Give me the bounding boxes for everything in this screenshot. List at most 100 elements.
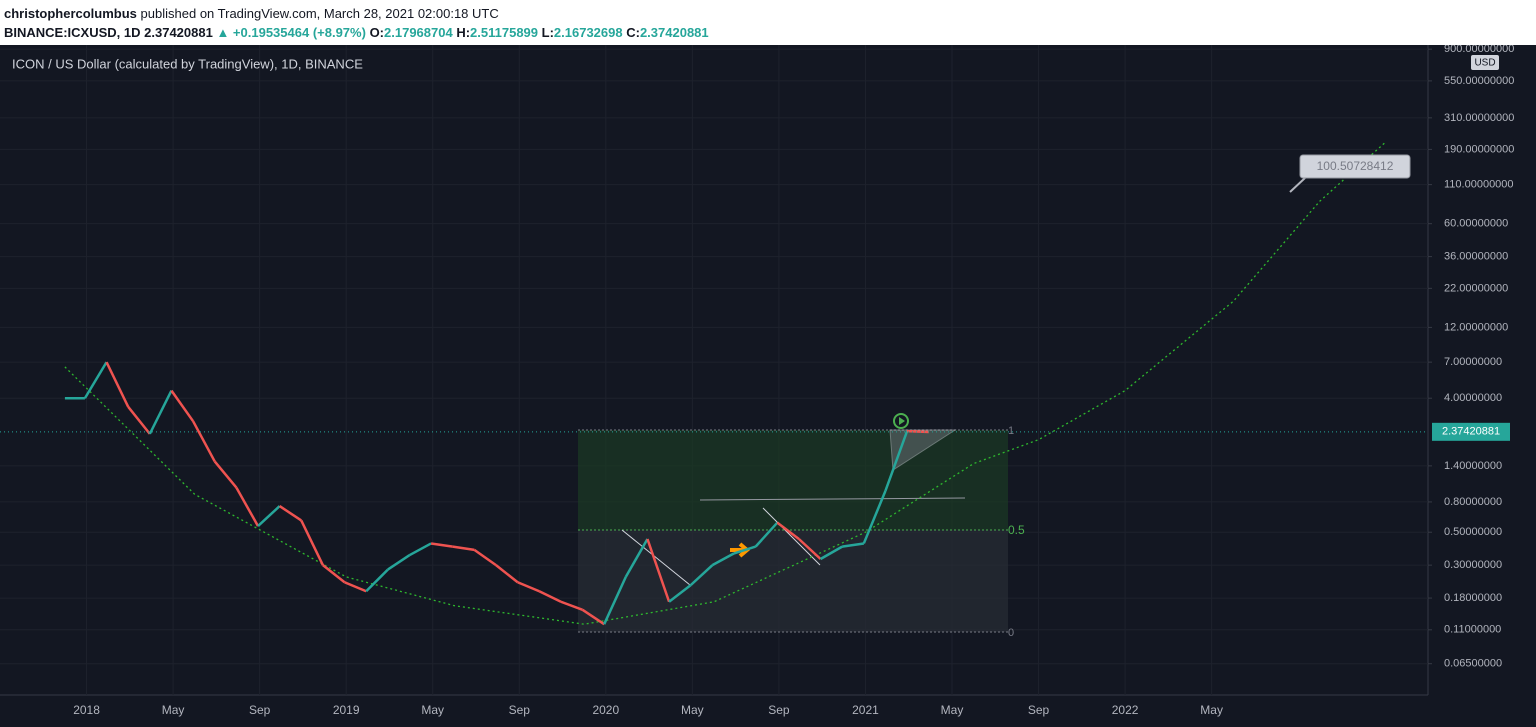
open: 2.17968704 xyxy=(384,25,453,40)
y-tick-label: 550.00000000 xyxy=(1444,75,1514,87)
y-tick-label: 0.30000000 xyxy=(1444,559,1502,571)
price-segment xyxy=(754,521,779,548)
publish-line: christophercolumbus published on Trading… xyxy=(4,4,709,23)
price-segment xyxy=(495,564,519,584)
price-segment xyxy=(430,542,453,548)
h-label: H: xyxy=(456,25,471,40)
x-tick-label: Sep xyxy=(249,703,271,717)
last-price-badge xyxy=(1432,422,1510,441)
x-tick-label: May xyxy=(681,703,704,717)
price-segment xyxy=(408,542,432,557)
y-tick-label: 12.00000000 xyxy=(1444,321,1508,333)
y-tick-label: 60.00000000 xyxy=(1444,218,1508,230)
fib-label: 1 xyxy=(1008,425,1014,437)
header: christophercolumbus published on Trading… xyxy=(4,4,709,42)
y-tick-label: 0.06500000 xyxy=(1444,658,1502,670)
y-tick-label: 1.40000000 xyxy=(1444,460,1502,472)
price-segment xyxy=(322,564,346,584)
price-segment xyxy=(581,608,605,626)
o-label: O: xyxy=(369,25,385,40)
y-tick-label: 0.50000000 xyxy=(1444,526,1502,538)
play-icon xyxy=(899,417,905,425)
price-segment xyxy=(127,406,151,435)
x-tick-label: 2018 xyxy=(73,703,100,717)
x-tick-label: 2019 xyxy=(333,703,360,717)
x-tick-label: May xyxy=(1200,703,1223,717)
price-segment xyxy=(235,486,260,527)
price-segment xyxy=(365,568,389,593)
y-tick-label: 110.00000000 xyxy=(1444,179,1514,191)
low: 2.16732698 xyxy=(553,25,623,40)
curve xyxy=(64,142,1386,625)
price-segment xyxy=(278,505,302,522)
price-segment xyxy=(300,519,325,566)
x-tick-label: May xyxy=(421,703,444,717)
price-segment xyxy=(257,505,281,528)
y-tick-label: 190.00000000 xyxy=(1444,143,1514,155)
last: 2.37420881 xyxy=(144,25,213,40)
c-label: C: xyxy=(626,25,640,40)
high: 2.51175899 xyxy=(470,25,539,40)
price-segment xyxy=(624,538,649,578)
y-tick-label: 0.11000000 xyxy=(1444,624,1501,636)
resistance-line xyxy=(699,497,966,501)
fib-label: 0 xyxy=(1008,627,1014,639)
chart-title: ICON / US Dollar (calculated by TradingV… xyxy=(12,56,363,71)
y-tick-label: 0.80000000 xyxy=(1444,496,1502,508)
trend-line xyxy=(762,507,821,566)
change: ▲ +0.19535464 (+8.97%) xyxy=(216,25,366,40)
price-segment xyxy=(170,389,195,422)
price-segment xyxy=(344,581,367,593)
published: published on TradingView.com, March 28, … xyxy=(140,6,499,21)
price-segment xyxy=(884,430,909,492)
author: christophercolumbus xyxy=(4,6,137,21)
price-segment xyxy=(711,552,735,567)
close: 2.37420881 xyxy=(639,25,709,40)
fib-label: 0.5 xyxy=(1008,523,1025,537)
unit-label: USD xyxy=(1474,58,1495,69)
price-segment xyxy=(387,554,411,571)
price-segment xyxy=(776,521,800,541)
x-tick-label: Sep xyxy=(509,703,531,717)
price-segment xyxy=(538,590,562,603)
triangle-pattern xyxy=(889,429,957,471)
price-segment xyxy=(798,538,822,560)
chart: 1 0.5 0 100.50728412 USD ICON / US Dolla… xyxy=(0,45,1536,727)
price-segment xyxy=(733,545,757,555)
price-segment xyxy=(862,490,887,544)
y-tick-label: 7.00000000 xyxy=(1444,356,1502,368)
unit-badge xyxy=(1471,55,1499,70)
quote-line: BINANCE:ICXUSD, 1D 2.37420881 ▲ +0.19535… xyxy=(4,23,709,42)
price-segment xyxy=(148,390,173,435)
x-tick-label: 2022 xyxy=(1112,703,1139,717)
play-icon xyxy=(893,413,909,429)
price-segment xyxy=(907,429,929,434)
trend-line xyxy=(621,529,691,586)
price-segment xyxy=(603,576,627,625)
callout-label: 100.50728412 xyxy=(1317,159,1394,173)
x-tick-label: Sep xyxy=(1028,703,1050,717)
callout-box xyxy=(1299,154,1411,179)
price-segment xyxy=(517,581,540,593)
price-segment xyxy=(560,600,583,611)
x-tick-label: Sep xyxy=(768,703,790,717)
price-segment xyxy=(473,548,497,567)
price-segment xyxy=(105,361,130,408)
l-label: L: xyxy=(541,25,554,40)
fib-upper-zone xyxy=(578,430,1008,530)
price-segment xyxy=(452,545,475,552)
x-tick-label: May xyxy=(941,703,964,717)
y-tick-label: 310.00000000 xyxy=(1444,112,1514,124)
price-segment xyxy=(842,542,864,548)
last-price-label: 2.37420881 xyxy=(1442,426,1500,438)
symbol: BINANCE:ICXUSD, 1D xyxy=(4,25,141,40)
y-tick-label: 4.00000000 xyxy=(1444,392,1502,404)
callout-pointer xyxy=(1289,177,1306,193)
y-tick-label: 36.00000000 xyxy=(1444,251,1508,263)
x-tick-label: 2020 xyxy=(592,703,619,717)
x-tick-label: May xyxy=(162,703,185,717)
y-tick-label: 900.00000000 xyxy=(1444,45,1514,55)
price-segment xyxy=(213,460,238,489)
x-tick-label: 2021 xyxy=(852,703,879,717)
